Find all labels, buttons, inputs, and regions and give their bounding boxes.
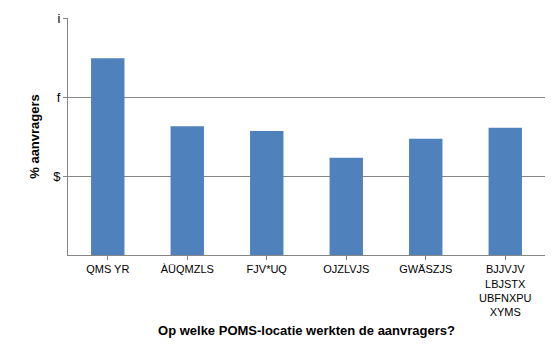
- svg-text:OJZLVJS: OJZLVJS: [323, 263, 369, 275]
- svg-text:Op welke POMS-locatie werkten: Op welke POMS-locatie werkten de aanvrag…: [158, 323, 455, 338]
- svg-text:BJJVJVLBJSTXUBFNXPUXYMS: BJJVJVLBJSTXUBFNXPUXYMS: [479, 263, 532, 318]
- svg-text:f: f: [57, 90, 61, 105]
- svg-text:FJV*UQ: FJV*UQ: [247, 263, 288, 275]
- svg-text:% aanvragers: % aanvragers: [27, 94, 42, 179]
- svg-text:ÀÜQMZLS: ÀÜQMZLS: [161, 263, 214, 275]
- svg-text:GWÄSZJS: GWÄSZJS: [399, 263, 452, 275]
- svg-text:QMS YR: QMS YR: [86, 263, 129, 275]
- svg-text:i: i: [58, 11, 61, 26]
- svg-text:$: $: [53, 169, 61, 184]
